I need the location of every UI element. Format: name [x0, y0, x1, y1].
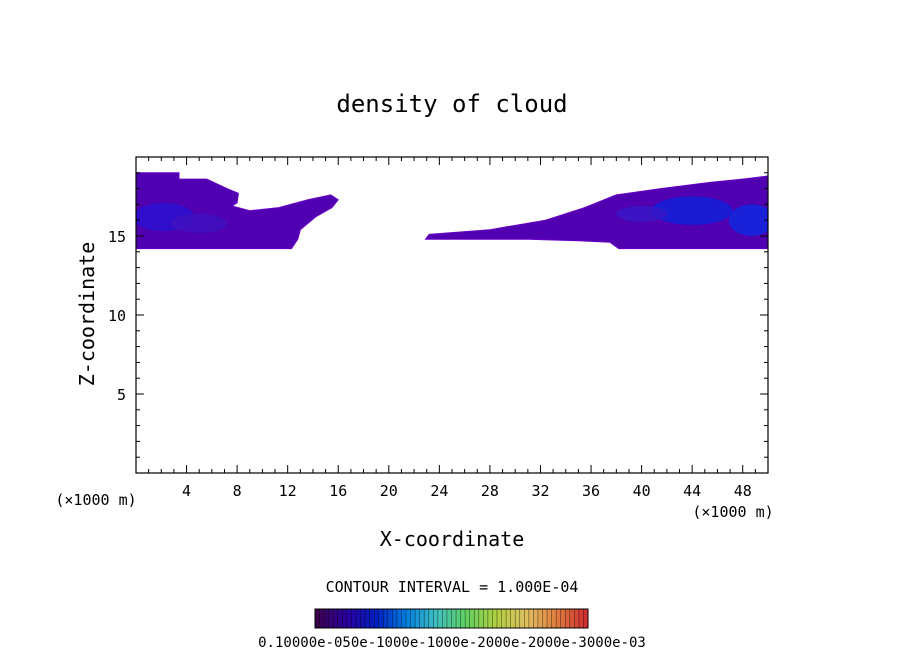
- colorbar-swatch: [569, 609, 575, 628]
- colorbar-swatch: [437, 609, 443, 628]
- colorbar-swatch: [410, 609, 416, 628]
- colorbar-swatch: [456, 609, 462, 628]
- colorbar-swatch: [315, 609, 321, 628]
- colorbar-swatch: [497, 609, 503, 628]
- colorbar-swatch: [451, 609, 457, 628]
- colorbar-swatch: [524, 609, 530, 628]
- colorbar-swatch: [565, 609, 571, 628]
- x-tick-label: 32: [531, 482, 549, 500]
- x-tick-label: 40: [633, 482, 651, 500]
- colorbar-swatch: [337, 609, 343, 628]
- x-tick-label: 16: [329, 482, 347, 500]
- colorbar-swatch: [360, 609, 366, 628]
- x-tick-label: 12: [279, 482, 297, 500]
- colorbar-swatch: [374, 609, 380, 628]
- colorbar: [314, 608, 589, 629]
- colorbar-swatch: [319, 609, 325, 628]
- colorbar-swatch: [365, 609, 371, 628]
- colorbar-swatch: [383, 609, 389, 628]
- colorbar-swatch: [419, 609, 425, 628]
- colorbar-swatch: [324, 609, 330, 628]
- colorbar-swatch: [465, 609, 471, 628]
- chart-title: density of cloud: [336, 90, 567, 118]
- colorbar-swatch: [328, 609, 334, 628]
- core-right-1: [651, 196, 733, 225]
- colorbar-swatch: [506, 609, 512, 628]
- contour-interval-label: CONTOUR INTERVAL = 1.000E-04: [326, 578, 579, 596]
- colorbar-swatch: [578, 609, 584, 628]
- colorbar-swatch: [369, 609, 375, 628]
- colorbar-swatch: [501, 609, 507, 628]
- y-tick-label: 10: [108, 307, 126, 325]
- colorbar-swatch: [533, 609, 539, 628]
- colorbar-swatch: [387, 609, 393, 628]
- colorbar-swatch: [551, 609, 557, 628]
- colorbar-labels: 0.10000e-050e-1000e-1000e-2000e-2000e-30…: [258, 635, 646, 651]
- colorbar-swatch: [460, 609, 466, 628]
- cloud-right: [424, 175, 768, 250]
- x-tick-label: 24: [430, 482, 448, 500]
- colorbar-swatch: [442, 609, 448, 628]
- colorbar-swatch: [556, 609, 562, 628]
- colorbar-swatch: [446, 609, 452, 628]
- colorbar-swatch: [333, 609, 339, 628]
- colorbar-swatch: [483, 609, 489, 628]
- colorbar-swatch: [560, 609, 566, 628]
- colorbar-swatch: [474, 609, 480, 628]
- colorbar-swatch: [487, 609, 493, 628]
- colorbar-swatch: [537, 609, 543, 628]
- x-axis-label: X-coordinate: [380, 527, 525, 551]
- core-right-3: [616, 205, 667, 222]
- colorbar-swatch: [406, 609, 412, 628]
- x-tick-label: 48: [734, 482, 752, 500]
- colorbar-swatch: [469, 609, 475, 628]
- y-axis-label: Z-coordinate: [75, 242, 99, 387]
- x-tick-label: 44: [683, 482, 701, 500]
- x-unit-label-left: (×1000 m): [55, 491, 136, 509]
- colorbar-swatch: [492, 609, 498, 628]
- colorbar-swatch: [433, 609, 439, 628]
- colorbar-swatch: [355, 609, 361, 628]
- colorbar-swatch: [574, 609, 580, 628]
- x-tick-label: 20: [380, 482, 398, 500]
- colorbar-swatch: [583, 609, 589, 628]
- colorbar-swatch: [542, 609, 548, 628]
- colorbar-swatch: [346, 609, 352, 628]
- colorbar-swatch: [428, 609, 434, 628]
- x-tick-label: 28: [481, 482, 499, 500]
- x-tick-label: 8: [233, 482, 242, 500]
- x-unit-label-right: (×1000 m): [692, 503, 773, 521]
- core-left-2: [171, 213, 228, 233]
- y-tick-label: 15: [108, 228, 126, 246]
- colorbar-swatch: [424, 609, 430, 628]
- colorbar-swatch: [547, 609, 553, 628]
- colorbar-swatch: [415, 609, 421, 628]
- cloud-layer: [136, 172, 768, 250]
- x-tick-label: 4: [182, 482, 191, 500]
- colorbar-swatch: [342, 609, 348, 628]
- colorbar-swatch: [392, 609, 398, 628]
- core-right-2: [728, 204, 768, 236]
- x-tick-label: 36: [582, 482, 600, 500]
- colorbar-swatch: [515, 609, 521, 628]
- colorbar-swatch: [528, 609, 534, 628]
- colorbar-swatch: [351, 609, 357, 628]
- y-tick-label: 5: [117, 386, 126, 404]
- colorbar-swatch: [401, 609, 407, 628]
- colorbar-swatch: [378, 609, 384, 628]
- colorbar-swatch: [510, 609, 516, 628]
- colorbar-frame: [314, 608, 589, 629]
- colorbar-swatch: [396, 609, 402, 628]
- colorbar-swatch: [478, 609, 484, 628]
- colorbar-swatch: [519, 609, 525, 628]
